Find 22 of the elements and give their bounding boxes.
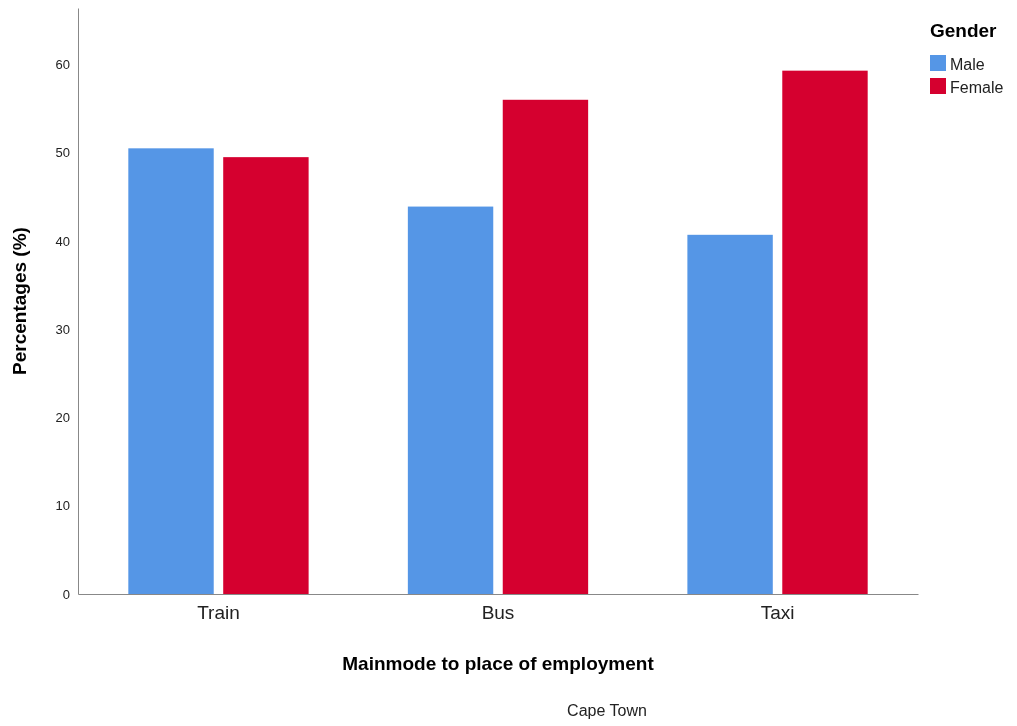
y-tick-label: 10 [55, 498, 70, 514]
x-tick-label: Train [197, 602, 240, 624]
bar [407, 206, 494, 594]
bar [128, 148, 214, 594]
y-tick-label: 20 [55, 410, 70, 426]
bar [782, 70, 868, 594]
y-tick-label: 30 [55, 321, 70, 337]
y-tick-label: 60 [55, 57, 70, 73]
legend-title: Gender [930, 20, 998, 41]
bar [223, 157, 309, 594]
y-axis-title: Percentages (%) [9, 227, 30, 375]
y-tick-label: 40 [55, 233, 70, 249]
y-tick-label: 50 [55, 145, 70, 161]
legend-label: Female [950, 79, 1004, 96]
x-axis-title: Mainmode to place of employment [342, 653, 655, 674]
bar [687, 234, 773, 594]
y-tick-label: 0 [62, 586, 70, 602]
x-tick-label: Bus [481, 602, 515, 624]
bar [502, 99, 589, 594]
legend-label: Male [950, 56, 985, 73]
x-tick-label: Taxi [760, 602, 795, 624]
text: Cape Town [567, 702, 647, 719]
